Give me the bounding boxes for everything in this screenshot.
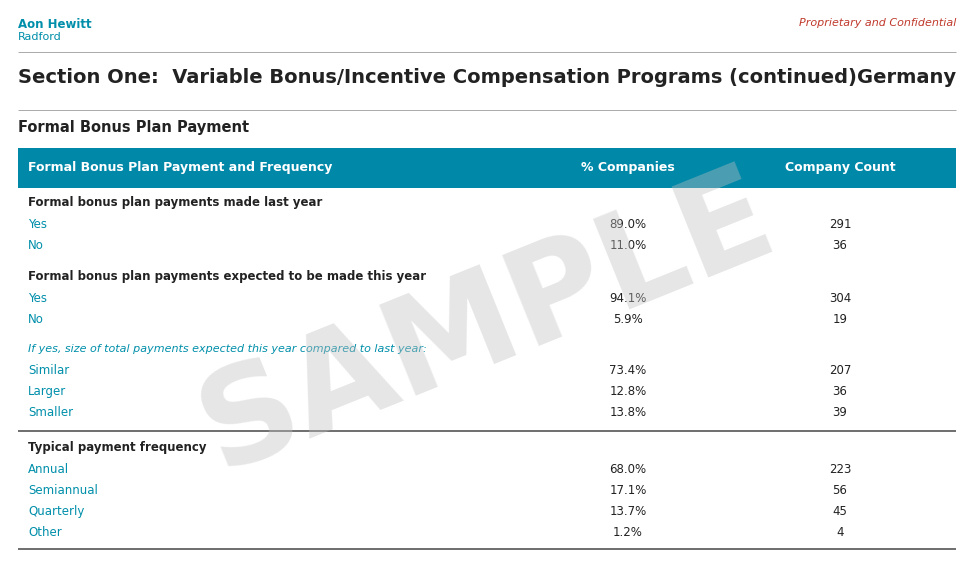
Text: Radford: Radford bbox=[18, 32, 61, 42]
Text: 36: 36 bbox=[833, 385, 847, 398]
Text: 12.8%: 12.8% bbox=[610, 385, 647, 398]
Text: 304: 304 bbox=[829, 292, 851, 305]
Text: Formal bonus plan payments expected to be made this year: Formal bonus plan payments expected to b… bbox=[28, 270, 427, 283]
Text: Yes: Yes bbox=[28, 292, 47, 305]
Text: 68.0%: 68.0% bbox=[610, 463, 647, 476]
Text: 73.4%: 73.4% bbox=[610, 364, 647, 377]
Text: Other: Other bbox=[28, 526, 61, 539]
Text: 39: 39 bbox=[833, 406, 847, 419]
Text: % Companies: % Companies bbox=[581, 160, 675, 174]
Text: 207: 207 bbox=[829, 364, 851, 377]
Text: 36: 36 bbox=[833, 239, 847, 252]
Text: 5.9%: 5.9% bbox=[613, 313, 643, 326]
Text: Germany: Germany bbox=[857, 68, 956, 87]
Text: Similar: Similar bbox=[28, 364, 69, 377]
Text: Semiannual: Semiannual bbox=[28, 484, 97, 497]
Text: Annual: Annual bbox=[28, 463, 69, 476]
Text: No: No bbox=[28, 313, 44, 326]
Text: 94.1%: 94.1% bbox=[610, 292, 647, 305]
Text: 11.0%: 11.0% bbox=[610, 239, 647, 252]
Text: Yes: Yes bbox=[28, 218, 47, 231]
Text: SAMPLE: SAMPLE bbox=[182, 149, 792, 497]
Text: 223: 223 bbox=[829, 463, 851, 476]
Text: Larger: Larger bbox=[28, 385, 66, 398]
Text: 291: 291 bbox=[829, 218, 851, 231]
Text: 13.7%: 13.7% bbox=[610, 505, 647, 518]
Text: No: No bbox=[28, 239, 44, 252]
Text: If yes, size of total payments expected this year compared to last year:: If yes, size of total payments expected … bbox=[28, 344, 427, 354]
Text: Company Count: Company Count bbox=[785, 160, 895, 174]
Text: 89.0%: 89.0% bbox=[610, 218, 647, 231]
Text: Quarterly: Quarterly bbox=[28, 505, 85, 518]
Text: Section One:  Variable Bonus/Incentive Compensation Programs (continued): Section One: Variable Bonus/Incentive Co… bbox=[18, 68, 857, 87]
Text: Formal Bonus Plan Payment: Formal Bonus Plan Payment bbox=[18, 120, 249, 135]
Text: Smaller: Smaller bbox=[28, 406, 73, 419]
Text: Proprietary and Confidential: Proprietary and Confidential bbox=[799, 18, 956, 28]
Text: 45: 45 bbox=[833, 505, 847, 518]
Text: 1.2%: 1.2% bbox=[613, 526, 643, 539]
Text: Typical payment frequency: Typical payment frequency bbox=[28, 441, 206, 454]
Text: Formal bonus plan payments made last year: Formal bonus plan payments made last yea… bbox=[28, 196, 322, 209]
Text: 13.8%: 13.8% bbox=[610, 406, 647, 419]
Text: 4: 4 bbox=[837, 526, 843, 539]
Text: Formal Bonus Plan Payment and Frequency: Formal Bonus Plan Payment and Frequency bbox=[28, 160, 332, 174]
Text: Aon Hewitt: Aon Hewitt bbox=[18, 18, 92, 31]
Bar bbox=[18, 148, 956, 188]
Text: 17.1%: 17.1% bbox=[610, 484, 647, 497]
Text: 19: 19 bbox=[833, 313, 847, 326]
Text: 56: 56 bbox=[833, 484, 847, 497]
